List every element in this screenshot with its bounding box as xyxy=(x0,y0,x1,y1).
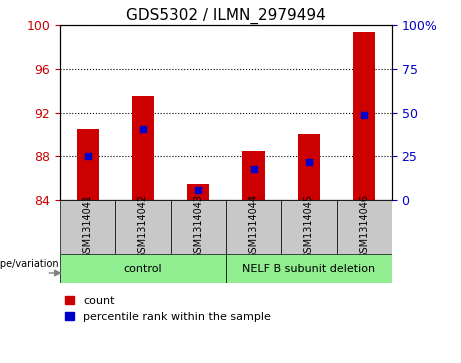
Text: GSM1314043: GSM1314043 xyxy=(193,194,203,260)
Bar xyxy=(242,151,265,200)
FancyBboxPatch shape xyxy=(337,200,392,254)
Bar xyxy=(353,32,375,200)
Bar xyxy=(187,184,209,200)
FancyBboxPatch shape xyxy=(115,200,171,254)
Bar xyxy=(77,129,99,200)
Text: GSM1314041: GSM1314041 xyxy=(83,194,93,260)
FancyBboxPatch shape xyxy=(171,200,226,254)
FancyBboxPatch shape xyxy=(226,200,281,254)
Bar xyxy=(298,134,320,200)
Text: GSM1314045: GSM1314045 xyxy=(304,194,314,260)
Bar xyxy=(132,96,154,200)
Legend: count, percentile rank within the sample: count, percentile rank within the sample xyxy=(65,296,271,322)
Text: GSM1314046: GSM1314046 xyxy=(359,194,369,260)
FancyBboxPatch shape xyxy=(60,254,226,283)
Text: control: control xyxy=(124,264,162,274)
Text: genotype/variation: genotype/variation xyxy=(0,259,59,269)
Text: GSM1314042: GSM1314042 xyxy=(138,194,148,260)
FancyBboxPatch shape xyxy=(281,200,337,254)
FancyBboxPatch shape xyxy=(60,200,115,254)
Text: NELF B subunit deletion: NELF B subunit deletion xyxy=(242,264,375,274)
Title: GDS5302 / ILMN_2979494: GDS5302 / ILMN_2979494 xyxy=(126,8,326,24)
Text: GSM1314044: GSM1314044 xyxy=(248,194,259,260)
FancyBboxPatch shape xyxy=(226,254,392,283)
